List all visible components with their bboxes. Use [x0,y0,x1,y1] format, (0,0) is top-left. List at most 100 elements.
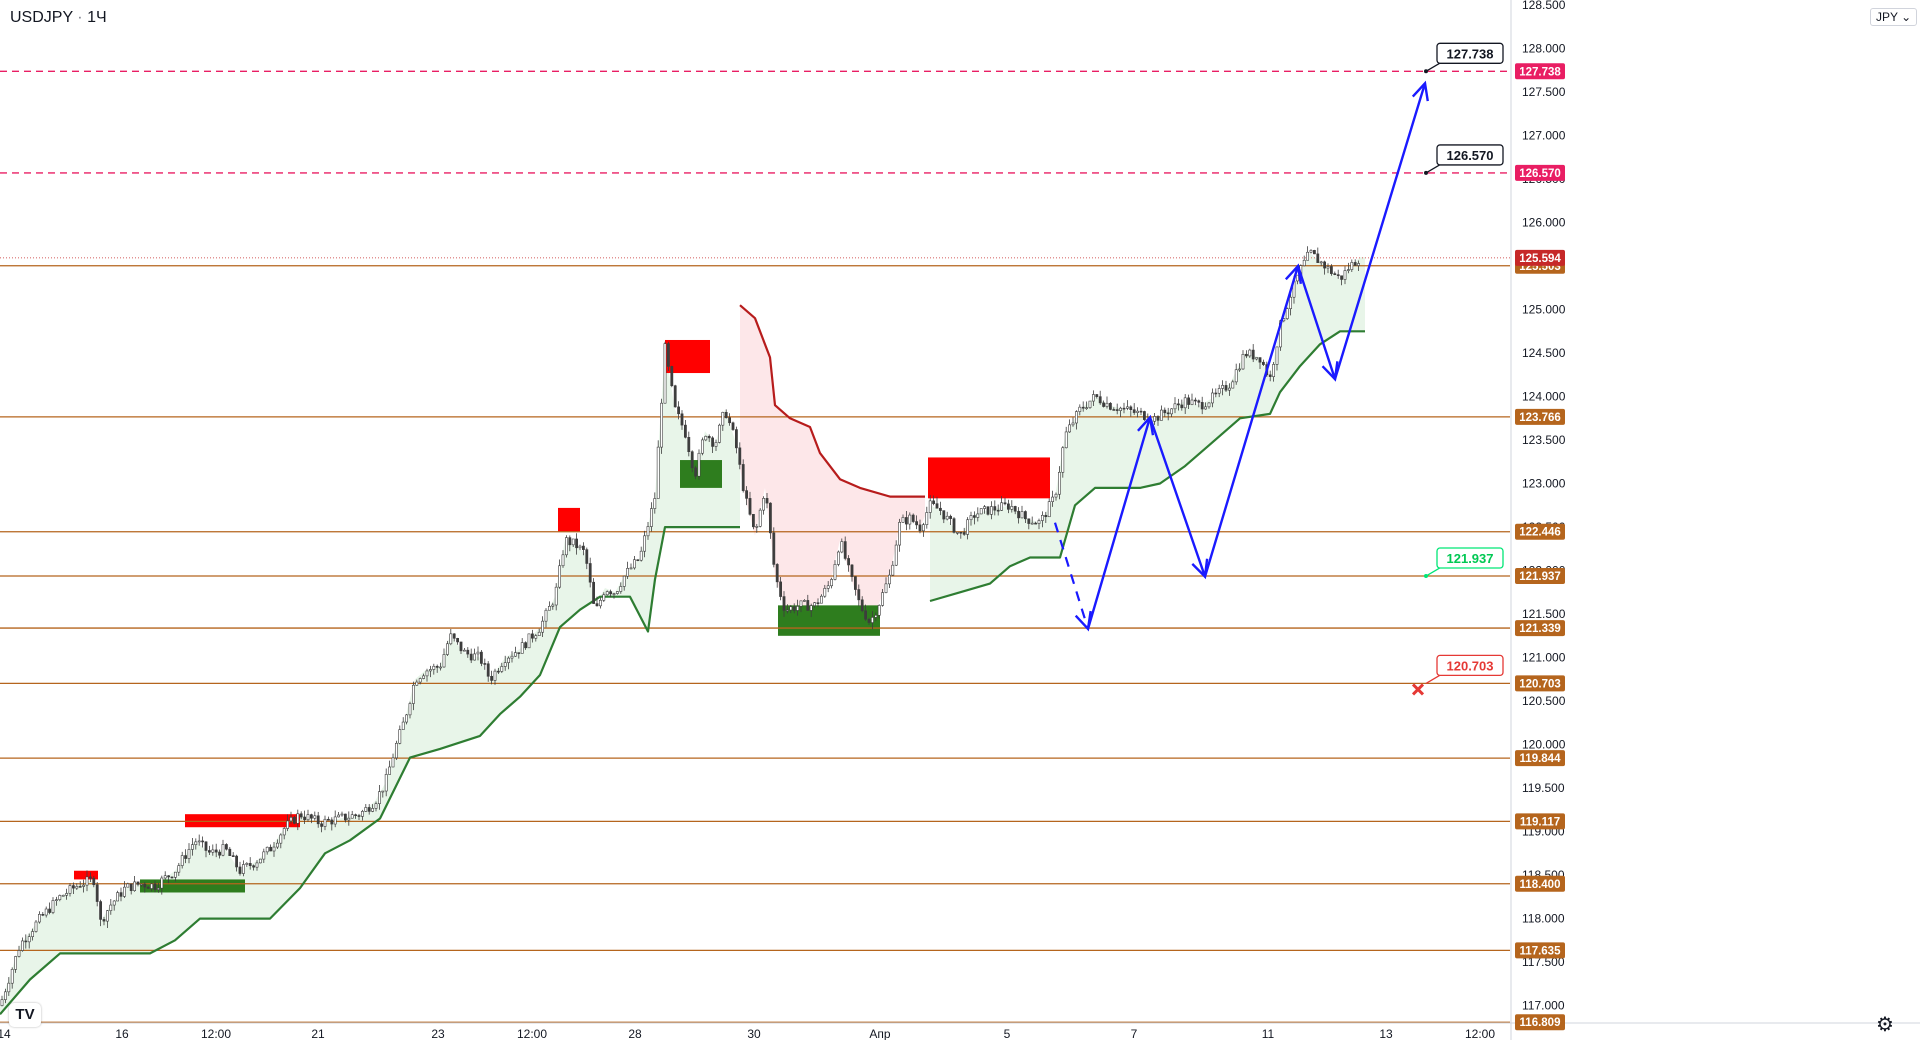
candle [197,834,201,846]
candle [1064,426,1068,449]
candle-body [143,883,147,888]
candle [857,584,861,607]
candle-body [877,605,881,616]
candle [530,629,534,643]
candle-body [843,541,847,559]
price-tick-label: 126.000 [1522,216,1566,230]
candle-body [296,813,300,824]
price-tick-label: 117.000 [1522,999,1565,1013]
level-badge-121.937-text: 121.937 [1519,571,1561,583]
candle-body [874,614,878,618]
current-price-badge[interactable]: 125.594 [1515,249,1565,266]
demand-zone-1[interactable] [680,460,722,488]
supply-zone-1[interactable] [185,814,300,828]
symbol-title[interactable]: USDJPY · 1Ч [10,9,107,27]
supply-zone-4[interactable] [928,457,1050,499]
candle [908,512,912,530]
candle [1319,260,1323,267]
target-badge-127.738[interactable]: 127.738 [1515,63,1565,80]
candle [275,839,279,850]
target-badge-126.570[interactable]: 126.570 [1515,164,1565,181]
gear-icon[interactable]: ⚙ [1876,1014,1894,1036]
level-badge-117.635[interactable]: 117.635 [1515,942,1565,959]
candle [653,492,657,514]
candle [932,495,936,506]
candle [993,500,997,516]
candle-body [116,892,120,902]
level-badge-116.809[interactable]: 116.809 [1515,1014,1565,1031]
chevron-down-icon: ⌄ [1901,10,1912,24]
candle [34,920,38,933]
callout-126.570[interactable]: 126.570 [1424,144,1504,175]
candle [238,861,242,876]
callout-127.738[interactable]: 127.738 [1424,42,1504,74]
level-badge-121.339[interactable]: 121.339 [1515,620,1565,637]
candle-body [357,815,361,817]
supply-zone-2[interactable] [558,507,580,532]
candle [1095,394,1099,399]
candle-body [870,617,874,623]
level-badge-118.400[interactable]: 118.400 [1515,875,1565,892]
level-badge-122.446[interactable]: 122.446 [1515,523,1565,540]
supply-zone-0[interactable] [74,870,98,880]
candle-body [428,669,432,672]
candle-body [89,876,92,879]
level-badge-121.937[interactable]: 121.937 [1515,568,1565,585]
candle [360,809,364,821]
level-badge-123.766[interactable]: 123.766 [1515,408,1565,425]
projection-path[interactable] [1086,82,1427,630]
level-badge-119.117[interactable]: 119.117 [1515,813,1565,830]
candle [1102,400,1106,408]
candle-body [643,535,647,552]
candle [1204,402,1208,410]
candle-body [904,517,908,525]
price-axis-panel[interactable] [1510,0,1920,1040]
candle-body [1041,514,1044,521]
candle [146,886,150,889]
currency-select[interactable]: JPY ⌄ [1870,8,1918,26]
candle-body [972,515,976,518]
demand-zone-0[interactable] [140,879,245,893]
candle-body [507,657,511,663]
candle [1020,505,1024,519]
level-badge-119.844-bg [1515,750,1565,767]
candle [309,813,313,824]
level-badge-120.703-bg [1515,675,1565,692]
candle-body [323,818,327,827]
candle-body [425,670,429,677]
candle [208,845,211,855]
tradingview-logo[interactable]: TV [9,1003,41,1027]
callout-121.937[interactable]: 121.937 [1424,547,1504,579]
candle [1326,263,1330,274]
level-badge-119.844[interactable]: 119.844 [1515,750,1565,767]
candle [547,601,551,611]
candle-body [891,564,895,576]
callout-120.703[interactable]: 120.703 [1411,654,1504,696]
candle [1085,401,1089,410]
candle-body [894,544,898,566]
price-tick-label: 118.000 [1522,912,1565,926]
candle-body [653,498,657,509]
level-badge-120.703[interactable]: 120.703 [1515,675,1565,692]
candle [343,813,347,823]
candle [813,602,817,608]
candle [340,811,344,817]
symbol-name: USDJPY [10,9,73,26]
candle-body [595,603,599,607]
candle [1122,402,1126,414]
candle-body [1221,385,1225,389]
candle [979,508,983,515]
candle-body [1248,349,1252,357]
candle-body [673,385,677,408]
candle [303,810,307,825]
candle [558,559,562,589]
candle [830,577,834,589]
candle [986,506,990,516]
candle-body [731,422,735,430]
candle [690,450,694,473]
projection-dashed-path[interactable] [1053,522,1090,630]
candle [157,882,160,893]
candle [160,875,164,895]
candle [1214,388,1218,398]
